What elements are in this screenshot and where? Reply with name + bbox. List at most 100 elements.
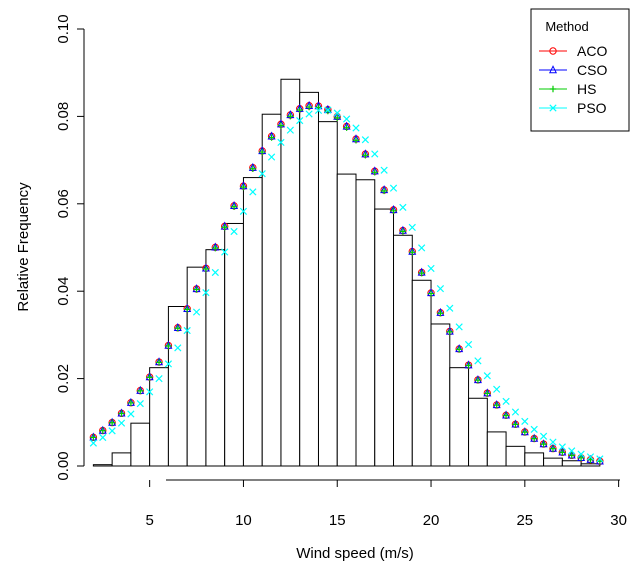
series-point <box>568 452 575 459</box>
series-point <box>361 136 370 144</box>
series-point <box>249 165 257 172</box>
series-point <box>558 443 566 451</box>
y-tick-label: 0.06 <box>55 189 72 218</box>
fit-curves <box>89 100 604 465</box>
histogram-bar <box>336 173 357 467</box>
series-point <box>118 410 125 417</box>
series-point <box>559 449 566 456</box>
x-axis-ticks: 5 10 15 20 25 30 <box>145 480 627 529</box>
series-point <box>117 419 126 427</box>
series-point <box>512 421 519 428</box>
series-point <box>165 342 172 350</box>
series-point <box>99 433 107 442</box>
series-point <box>211 268 219 277</box>
series-point <box>502 412 510 419</box>
histogram-bar <box>186 266 207 467</box>
series-point <box>389 184 398 192</box>
histogram-bar <box>524 452 545 467</box>
histogram-bar <box>486 431 507 467</box>
series-point <box>418 269 425 277</box>
series-point <box>409 249 416 256</box>
series-point <box>192 308 201 316</box>
legend-item-pso: PSO <box>539 100 607 116</box>
x-tick-label: 15 <box>329 512 346 529</box>
series-point <box>446 328 453 336</box>
legend-marker <box>548 65 558 74</box>
series-point <box>474 357 482 365</box>
histogram-bar <box>355 179 376 467</box>
series-hs <box>90 103 604 465</box>
histogram-bar <box>205 249 226 467</box>
y-tick-label: 0.10 <box>55 14 72 43</box>
series-point <box>230 227 238 236</box>
legend-marker <box>549 47 557 55</box>
histogram-bar <box>261 113 282 467</box>
x-tick-label: 10 <box>235 512 252 529</box>
series-point <box>137 387 144 395</box>
series-point <box>352 124 360 132</box>
histogram-bar <box>92 464 113 467</box>
series-point <box>193 286 200 293</box>
histogram-bar <box>280 78 301 467</box>
series-point <box>127 399 135 407</box>
series-point <box>399 203 407 212</box>
series-point <box>390 207 397 215</box>
series-point <box>146 374 153 381</box>
histogram-bar <box>299 91 319 467</box>
histogram-bar <box>561 460 582 467</box>
series-point <box>586 453 595 461</box>
series-point <box>136 400 144 408</box>
histogram-bars <box>92 78 601 467</box>
series-point <box>90 434 97 441</box>
series-point <box>155 359 163 366</box>
series-point <box>287 113 294 120</box>
y-axis-ticks: 0.00 0.02 0.04 0.06 0.08 0.10 <box>55 14 84 481</box>
legend-label: HS <box>577 81 596 97</box>
series-point <box>539 432 548 440</box>
series-point <box>568 447 576 455</box>
x-tick-label: 20 <box>423 512 440 529</box>
series-point <box>380 187 388 195</box>
x-axis-title: Wind speed (m/s) <box>296 545 414 562</box>
series-point <box>530 425 538 434</box>
series-point <box>108 419 116 426</box>
series-point <box>324 106 332 114</box>
series-point <box>174 344 182 352</box>
series-point <box>314 106 323 115</box>
series-point <box>146 388 154 396</box>
series-point <box>418 244 426 252</box>
series-point <box>305 110 313 118</box>
series-point <box>305 103 313 111</box>
legend-label: PSO <box>577 100 607 116</box>
series-point <box>408 223 416 232</box>
series-point <box>483 372 491 380</box>
series-point <box>230 203 238 210</box>
series-point <box>164 360 173 368</box>
series-point <box>212 244 219 252</box>
series-point <box>296 106 303 114</box>
series-pso <box>89 106 604 463</box>
series-point <box>334 114 341 122</box>
series-point <box>249 188 257 196</box>
series-point <box>183 306 191 313</box>
series-point <box>474 377 482 384</box>
y-tick-label: 0.02 <box>55 364 72 393</box>
series-point <box>362 152 369 159</box>
series-point <box>427 264 435 273</box>
histogram-bar <box>393 234 413 467</box>
series-point <box>202 289 210 297</box>
series-point <box>240 183 247 191</box>
series-point <box>465 362 472 369</box>
series-point <box>221 224 228 231</box>
y-tick-label: 0.00 <box>55 451 72 480</box>
histogram-bar <box>224 222 244 467</box>
series-point <box>155 374 163 383</box>
histogram-bar <box>242 177 263 467</box>
legend-label: CSO <box>577 62 607 78</box>
series-point <box>89 439 98 447</box>
series-point <box>268 134 275 141</box>
series-point <box>127 410 135 418</box>
histogram-bar <box>468 397 488 467</box>
histogram-bar <box>505 445 526 467</box>
